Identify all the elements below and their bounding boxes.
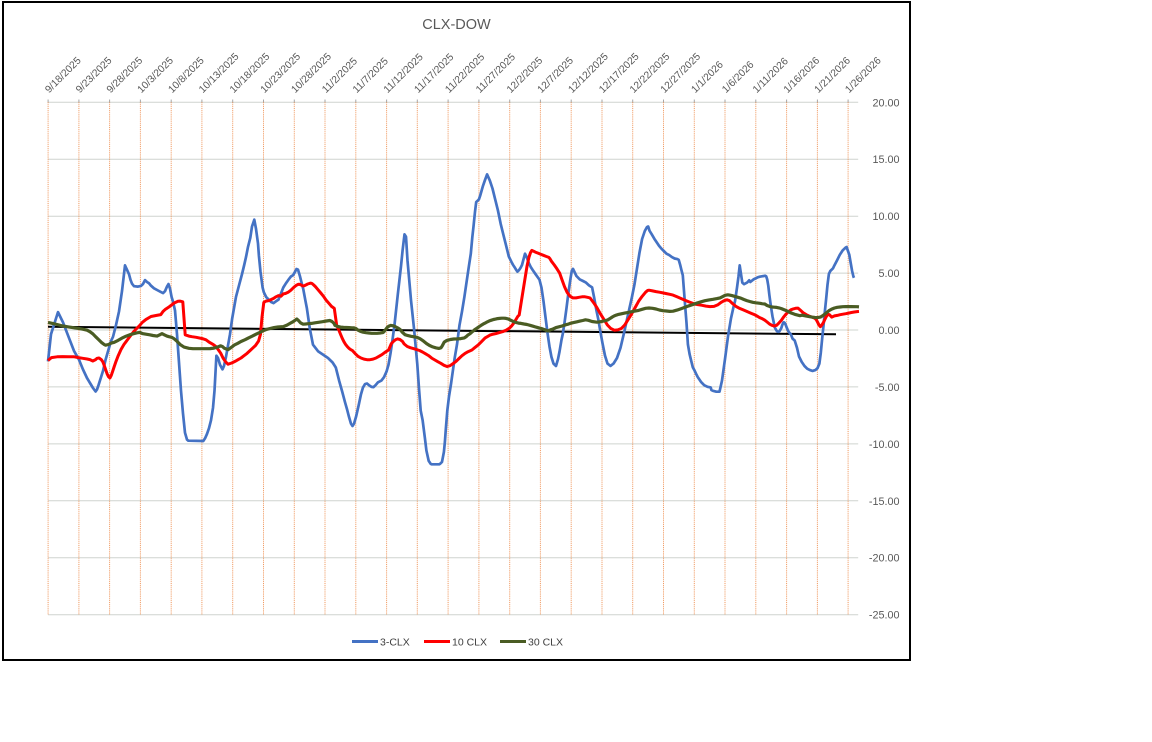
svg-text:15.00: 15.00 [872, 154, 899, 166]
svg-text:30 CLX: 30 CLX [528, 637, 563, 649]
svg-text:5.00: 5.00 [878, 268, 899, 280]
svg-text:0.00: 0.00 [878, 325, 899, 337]
svg-text:3-CLX: 3-CLX [380, 637, 410, 649]
svg-text:-10.00: -10.00 [869, 439, 900, 451]
svg-text:-15.00: -15.00 [869, 496, 900, 508]
svg-text:10 CLX: 10 CLX [452, 637, 487, 649]
svg-text:10.00: 10.00 [872, 211, 899, 223]
svg-text:-25.00: -25.00 [869, 610, 900, 622]
svg-text:-20.00: -20.00 [869, 553, 900, 565]
svg-text:-5.00: -5.00 [875, 382, 900, 394]
svg-text:CLX-DOW: CLX-DOW [422, 17, 491, 33]
svg-text:20.00: 20.00 [872, 97, 899, 109]
